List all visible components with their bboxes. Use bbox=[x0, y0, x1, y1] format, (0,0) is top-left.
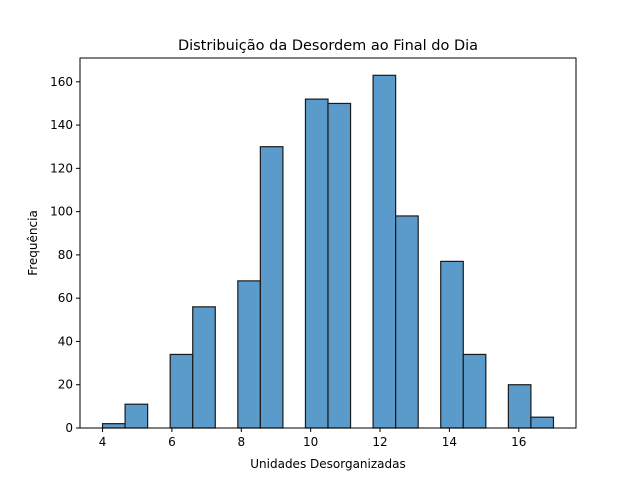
histogram-bar bbox=[395, 215, 419, 429]
x-tick-label: 8 bbox=[237, 435, 245, 449]
x-axis-label: Unidades Desorganizadas bbox=[250, 457, 405, 471]
y-tick-label: 160 bbox=[50, 75, 73, 89]
y-tick-label: 20 bbox=[58, 378, 73, 392]
histogram-bar bbox=[507, 384, 532, 429]
x-tick-label: 14 bbox=[442, 435, 457, 449]
x-tick-label: 12 bbox=[372, 435, 387, 449]
y-axis-ticks: 0 20 40 60 80 100 120 140 160 bbox=[50, 75, 80, 435]
x-tick-label: 16 bbox=[511, 435, 526, 449]
y-tick-label: 120 bbox=[50, 161, 73, 175]
histogram-bar bbox=[327, 102, 352, 429]
histogram-bar bbox=[530, 416, 555, 429]
histogram-bar bbox=[169, 353, 194, 429]
histogram-bar bbox=[462, 353, 487, 429]
chart-title: Distribuição da Desordem ao Final do Dia bbox=[178, 38, 478, 54]
y-tick-label: 100 bbox=[50, 205, 73, 219]
histogram-bar bbox=[124, 403, 149, 429]
histogram-bar bbox=[192, 306, 216, 429]
histogram-bar bbox=[372, 74, 397, 429]
x-tick-label: 6 bbox=[168, 435, 176, 449]
x-tick-label: 4 bbox=[99, 435, 107, 449]
y-tick-label: 60 bbox=[58, 291, 73, 305]
y-tick-label: 0 bbox=[65, 421, 73, 435]
plot-frame bbox=[79, 57, 577, 429]
histogram-bar bbox=[101, 423, 126, 429]
histogram-bar bbox=[440, 260, 464, 429]
histogram-bar bbox=[259, 146, 284, 429]
x-tick-label: 10 bbox=[303, 435, 318, 449]
bars-group bbox=[101, 74, 555, 429]
histogram-bar bbox=[304, 98, 329, 429]
histogram-bar bbox=[237, 280, 261, 429]
y-tick-label: 140 bbox=[50, 118, 73, 132]
x-axis-ticks: 4 6 8 10 12 14 16 bbox=[99, 428, 526, 449]
y-tick-label: 40 bbox=[58, 334, 73, 348]
y-tick-label: 80 bbox=[58, 248, 73, 262]
y-axis-label: Frequência bbox=[26, 210, 40, 276]
